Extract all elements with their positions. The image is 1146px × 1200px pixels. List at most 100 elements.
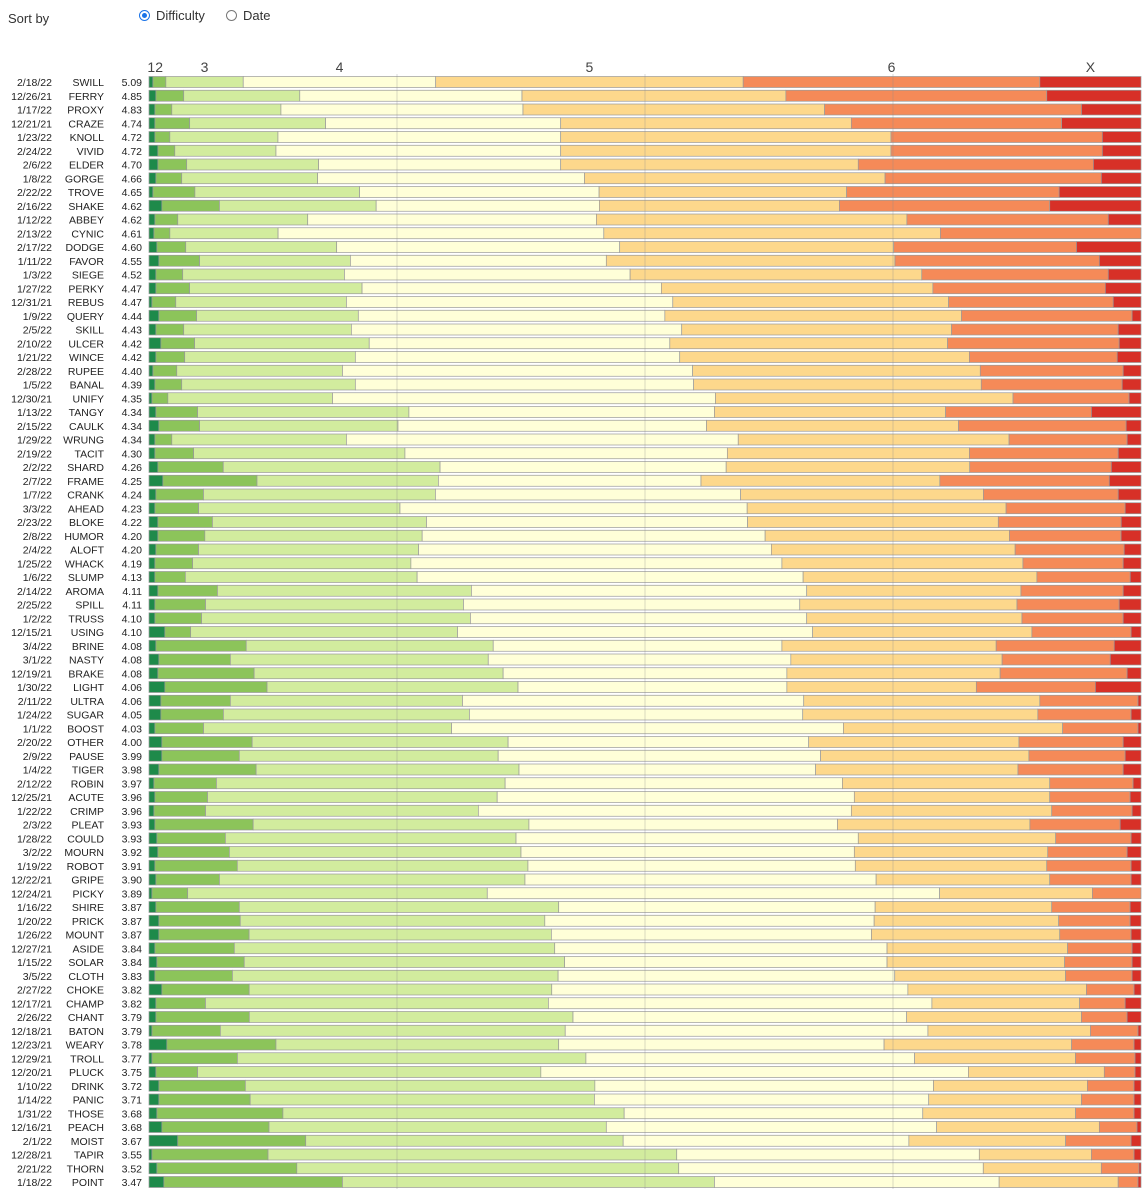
bar-segment-2 — [164, 626, 192, 638]
bar-segment-3 — [199, 254, 351, 267]
sort-difficulty-radio[interactable]: Difficulty — [139, 8, 205, 23]
row-word: CLOTH — [68, 971, 104, 983]
bar-segment-4 — [504, 777, 843, 790]
bar-segment-4 — [299, 89, 523, 102]
row-word: ULCER — [68, 338, 104, 350]
row-date: 1/30/22 — [17, 682, 52, 694]
bar-segment-4 — [418, 543, 772, 556]
bar-segment-4 — [350, 254, 607, 267]
bar-segment-5 — [982, 1162, 1102, 1175]
bar-segment-6 — [999, 667, 1128, 680]
bar-segment-3 — [223, 708, 470, 721]
row-word: PRICK — [72, 916, 104, 928]
bar-segment-4 — [554, 942, 888, 955]
radio-selected-icon[interactable] — [139, 10, 150, 21]
bar-segment-6 — [894, 254, 1100, 267]
bar-segment-2 — [177, 1134, 307, 1147]
sort-by-label: Sort by — [8, 11, 50, 26]
bar-segment-6 — [1051, 901, 1131, 913]
row-date: 1/1/22 — [23, 723, 52, 735]
row-average: 3.79 — [122, 1012, 143, 1024]
bar-segment-5 — [764, 529, 1010, 542]
row-average: 4.23 — [122, 503, 143, 515]
row-word: CAULK — [69, 421, 104, 433]
row-word: AROMA — [65, 586, 104, 598]
bar-segment-X — [1098, 254, 1142, 267]
row-average: 4.52 — [122, 270, 143, 282]
bar-segment-1 — [148, 461, 159, 473]
bar-segment-X — [1110, 461, 1142, 473]
bar-segment-1 — [148, 1107, 158, 1120]
row-word: NASTY — [69, 655, 104, 667]
bar-segment-X — [1101, 131, 1142, 143]
row-average: 3.87 — [122, 916, 143, 928]
row-date: 1/16/22 — [17, 902, 52, 914]
row-date: 2/13/22 — [17, 228, 52, 240]
row-date: 1/11/22 — [18, 256, 52, 268]
bar-segment-4 — [551, 983, 909, 996]
bar-segment-3 — [189, 117, 326, 130]
bar-segment-1 — [148, 571, 156, 583]
bar-segment-6 — [839, 199, 1051, 212]
bar-segment-5 — [560, 117, 852, 130]
bar-segment-4 — [605, 1121, 937, 1133]
row-average: 3.77 — [122, 1053, 143, 1065]
bar-segment-4 — [517, 681, 788, 693]
row-date: 1/22/22 — [17, 806, 52, 818]
row-word: BRAKE — [68, 668, 104, 680]
bar-segment-6 — [1103, 1066, 1136, 1078]
row-average: 4.00 — [122, 737, 143, 749]
bar-segment-3 — [189, 282, 363, 295]
bar-segment-X — [1134, 1066, 1142, 1078]
row-word: SPILL — [75, 600, 104, 612]
bar-segment-3 — [217, 584, 472, 597]
bar-segment-4 — [277, 227, 605, 240]
row-date: 1/12/22 — [17, 215, 52, 227]
bar-segment-6 — [940, 227, 1142, 240]
bar-segment-4 — [426, 516, 748, 528]
bar-segment-5 — [875, 873, 1051, 886]
row-word: PROXY — [67, 105, 104, 117]
bar-segment-5 — [672, 296, 949, 308]
bar-segment-5 — [584, 172, 886, 185]
bar-segment-6 — [969, 447, 1119, 460]
bar-segment-5 — [786, 667, 1001, 680]
bar-segment-4 — [477, 804, 852, 817]
row-average: 3.83 — [122, 971, 143, 983]
bar-segment-3 — [165, 76, 244, 88]
bar-segment-3 — [229, 694, 463, 707]
radio-unselected-icon[interactable] — [226, 10, 237, 21]
bar-segment-5 — [560, 131, 892, 143]
row-date: 12/19/21 — [11, 668, 52, 680]
bar-segment-4 — [678, 1162, 984, 1175]
row-average: 4.47 — [122, 297, 143, 309]
bar-segment-4 — [558, 901, 876, 913]
bar-segment-X — [1122, 736, 1142, 748]
bar-segment-5 — [560, 158, 859, 171]
row-word: SOLAR — [68, 957, 104, 969]
bar-segment-6 — [1091, 1148, 1135, 1161]
bar-segment-X — [1122, 584, 1142, 597]
row-word: ACUTE — [68, 792, 104, 804]
bar-segment-5 — [726, 447, 970, 460]
bar-segment-4 — [544, 914, 875, 927]
bar-segment-3 — [182, 268, 345, 281]
bar-segment-X — [1130, 832, 1142, 845]
bar-segment-5 — [922, 1107, 1076, 1120]
bar-segment-1 — [148, 584, 159, 597]
row-word: PLEAT — [72, 820, 105, 832]
bar-segment-4 — [346, 433, 739, 446]
bar-segment-3 — [248, 928, 552, 941]
bar-segment-X — [1101, 144, 1142, 157]
bar-segment-5 — [692, 364, 981, 377]
row-word: SIEGE — [72, 270, 104, 282]
bar-segment-5 — [857, 832, 1057, 845]
bar-segment-3 — [220, 1024, 566, 1037]
bar-segment-5 — [619, 241, 895, 253]
bar-segment-3 — [205, 804, 479, 817]
bar-segment-2 — [157, 846, 230, 858]
bar-segment-2 — [155, 901, 240, 913]
bar-segment-6 — [850, 117, 1062, 130]
bar-segment-5 — [874, 901, 1053, 913]
sort-date-radio[interactable]: Date — [226, 8, 270, 23]
